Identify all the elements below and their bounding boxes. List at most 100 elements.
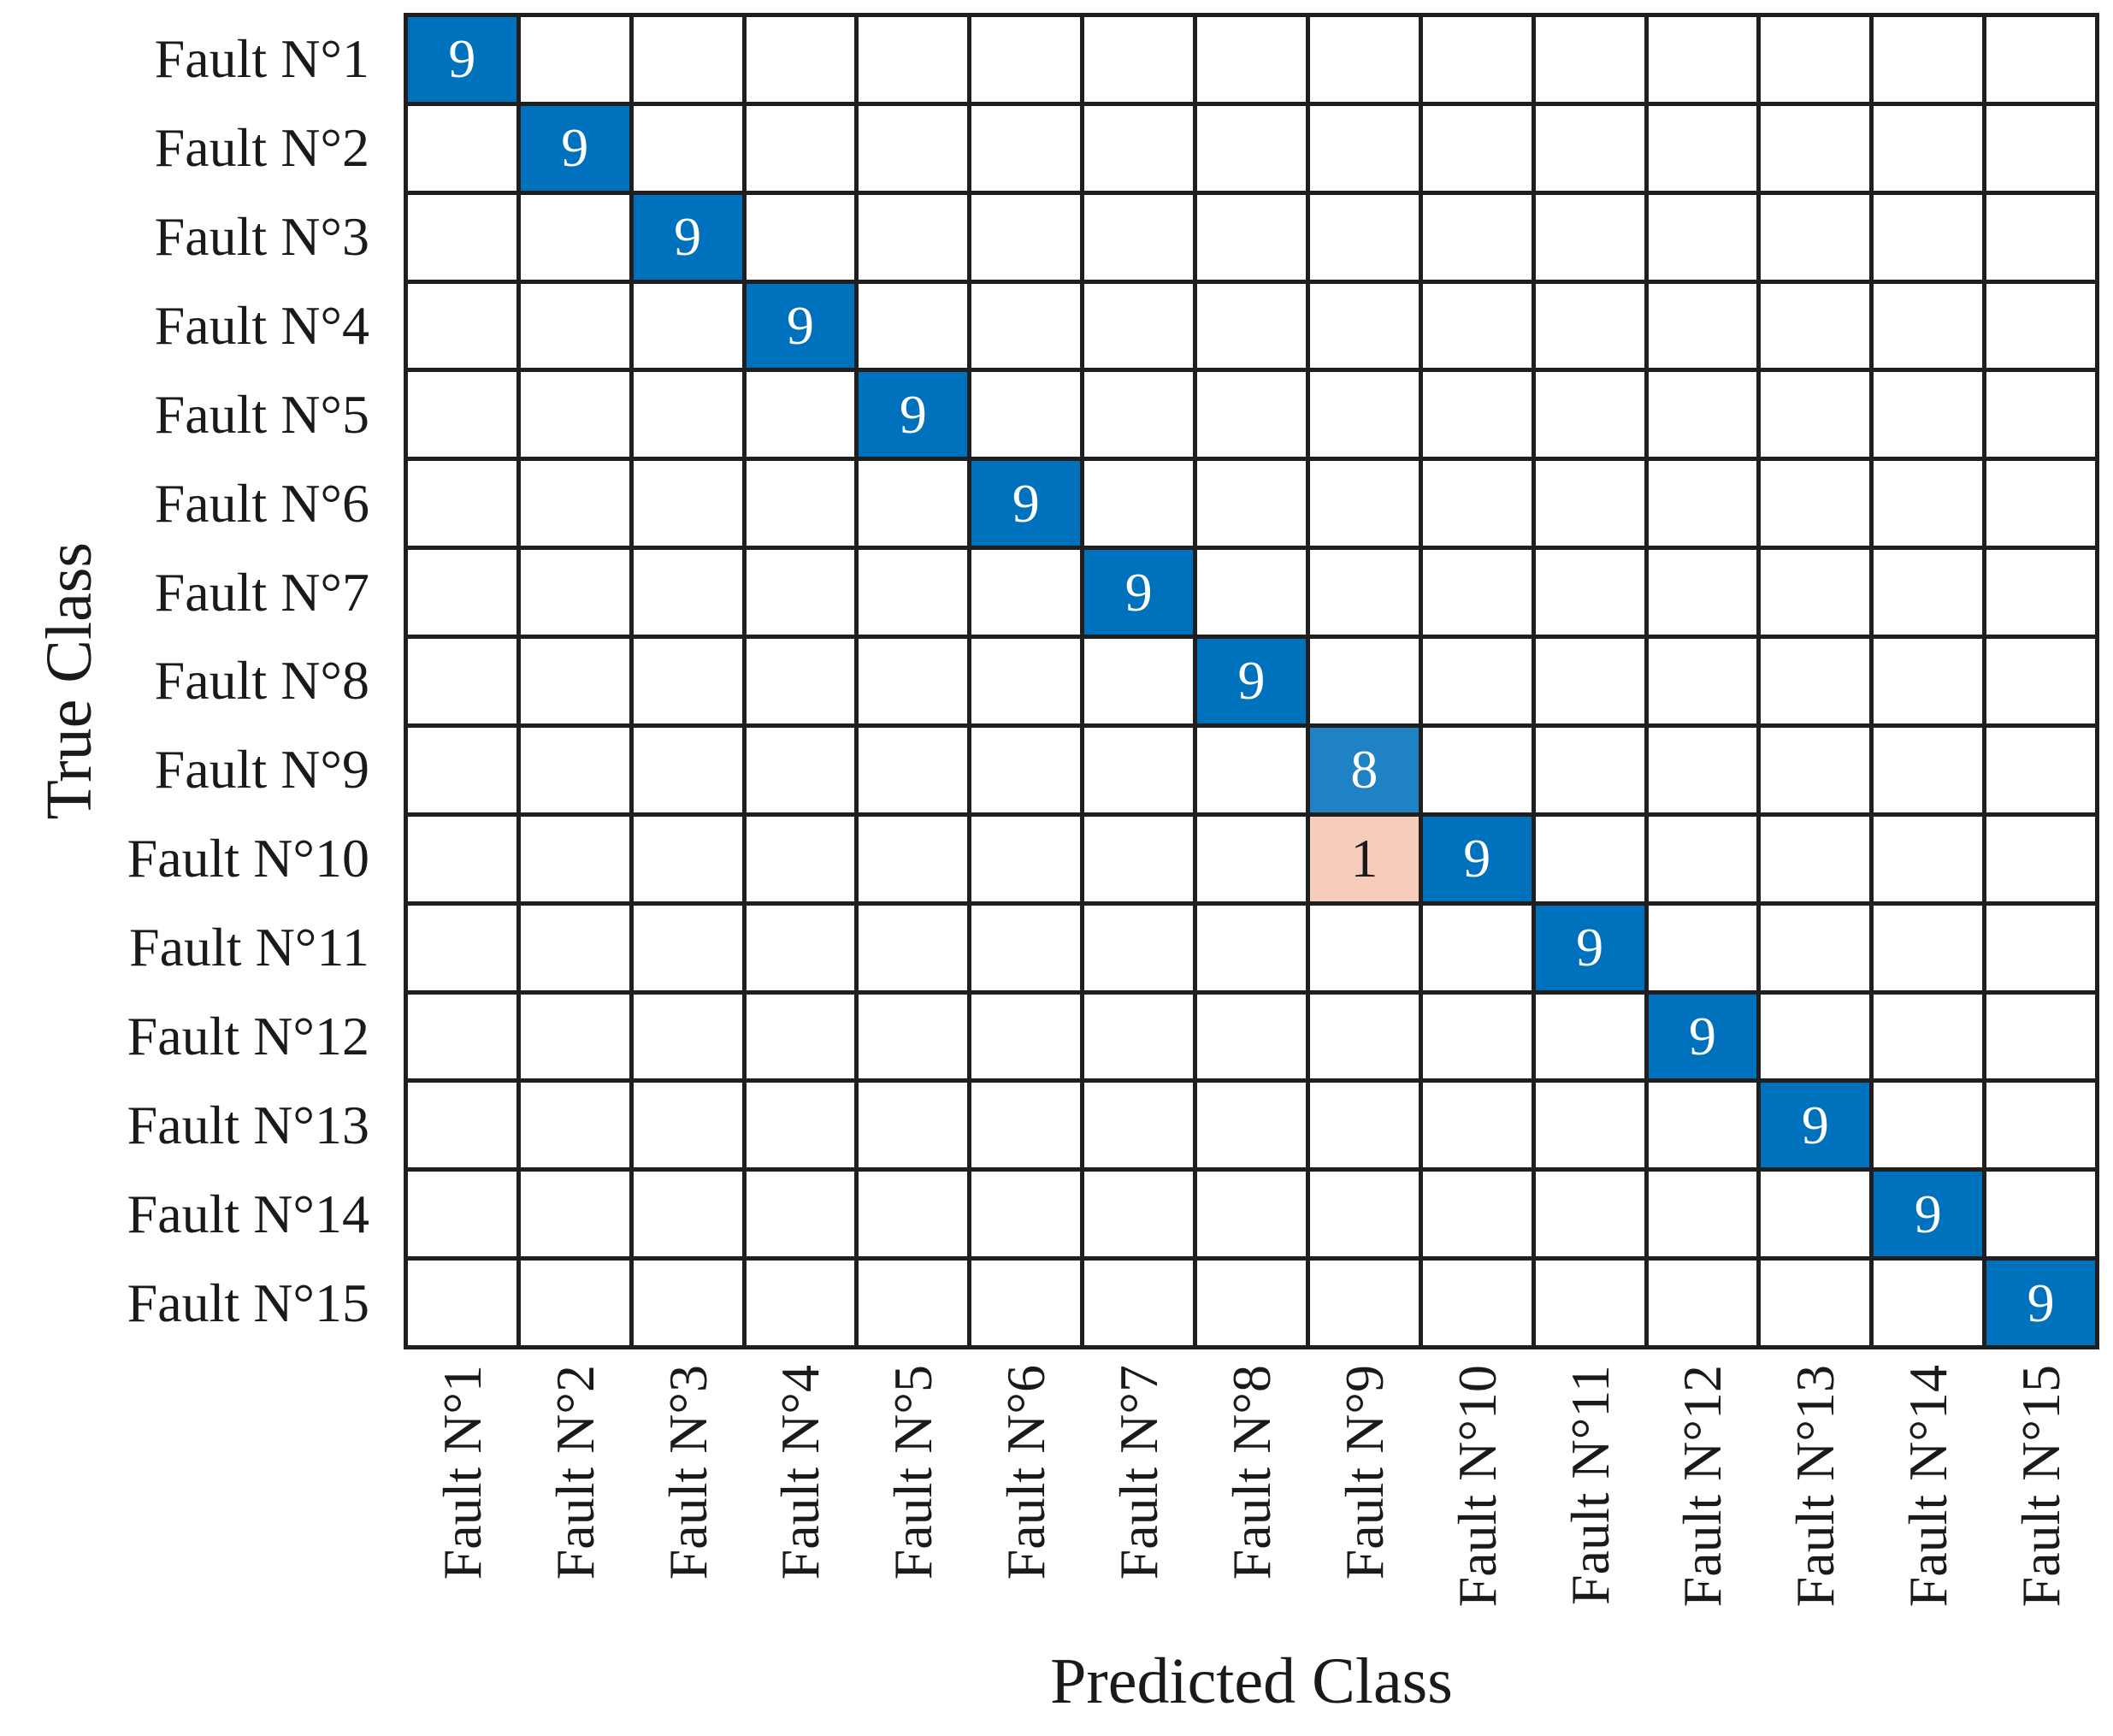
matrix-cell-r7-c15	[1986, 550, 2095, 635]
matrix-cell-r6-c9	[1309, 461, 1419, 546]
matrix-cell-r14-c8	[1197, 1172, 1306, 1257]
matrix-cell-r1-c10	[1422, 17, 1532, 102]
matrix-cell-r1-c3	[633, 17, 742, 102]
matrix-cell-r10-c3	[633, 816, 742, 901]
matrix-cell-r1-c2	[520, 17, 629, 102]
matrix-cell-r5-c11	[1535, 372, 1644, 458]
matrix-cell-r1-c13	[1761, 17, 1870, 102]
matrix-cell-r3-c4	[746, 194, 855, 280]
matrix-cell-r13-c5	[859, 1083, 968, 1168]
matrix-cell-r2-c5	[859, 105, 968, 191]
matrix-cell-r15-c1	[408, 1261, 516, 1345]
matrix-cell-r7-c5	[859, 550, 968, 635]
matrix-cell-r11-c8	[1197, 905, 1306, 990]
matrix-cell-r4-c9	[1309, 283, 1419, 369]
matrix-cell-r4-c8	[1197, 283, 1306, 369]
x-tick-label-text-9: Fault N°9	[1333, 1365, 1395, 1580]
matrix-cell-r5-c13	[1761, 372, 1870, 458]
matrix-cell-r12-c12: 9	[1648, 994, 1757, 1079]
matrix-cell-r7-c9	[1309, 550, 1419, 635]
matrix-cell-r7-c4	[746, 550, 855, 635]
matrix-cell-r10-c15	[1986, 816, 2095, 901]
matrix-cell-r9-c9: 8	[1309, 727, 1419, 812]
matrix-cell-r11-c2	[520, 905, 629, 990]
matrix-cell-r7-c7: 9	[1084, 550, 1194, 635]
matrix-cell-r10-c10: 9	[1422, 816, 1532, 901]
matrix-cell-r9-c11	[1535, 727, 1644, 812]
matrix-cell-r10-c2	[520, 816, 629, 901]
matrix-cell-r5-c2	[520, 372, 629, 458]
matrix-cell-r1-c12	[1648, 17, 1757, 102]
x-tick-label-text-14: Fault N°14	[1898, 1365, 1959, 1608]
x-tick-label-text-8: Fault N°8	[1220, 1365, 1282, 1580]
x-tick-label-text-7: Fault N°7	[1108, 1365, 1170, 1580]
matrix-cell-r4-c12	[1648, 283, 1757, 369]
matrix-cell-r2-c11	[1535, 105, 1644, 191]
matrix-cell-r11-c4	[746, 905, 855, 990]
matrix-cell-r14-c4	[746, 1172, 855, 1257]
matrix-cell-r7-c11	[1535, 550, 1644, 635]
matrix-cell-r5-c12	[1648, 372, 1757, 458]
x-tick-label-text-13: Fault N°13	[1785, 1365, 1846, 1608]
y-tick-label-14: Fault N°14	[127, 1183, 369, 1244]
matrix-cell-r3-c14	[1874, 194, 1983, 280]
matrix-cell-r11-c5	[859, 905, 968, 990]
matrix-cell-r10-c7	[1084, 816, 1194, 901]
matrix-cell-r2-c3	[633, 105, 742, 191]
matrix-cell-r4-c15	[1986, 283, 2095, 369]
matrix-cell-r14-c1	[408, 1172, 516, 1257]
matrix-cell-r6-c1	[408, 461, 516, 546]
matrix-cell-r12-c1	[408, 994, 516, 1079]
matrix-cell-r8-c3	[633, 639, 742, 723]
matrix-cell-r1-c1: 9	[408, 17, 516, 102]
matrix-cell-r9-c15	[1986, 727, 2095, 812]
x-tick-label-text-10: Fault N°10	[1446, 1365, 1508, 1608]
matrix-cell-r6-c3	[633, 461, 742, 546]
matrix-cell-r3-c15	[1986, 194, 2095, 280]
matrix-cell-r8-c14	[1874, 639, 1983, 723]
matrix-cell-r3-c6	[971, 194, 1081, 280]
matrix-cell-r10-c14	[1874, 816, 1983, 901]
matrix-cell-r3-c8	[1197, 194, 1306, 280]
matrix-cell-r1-c9	[1309, 17, 1419, 102]
matrix-cell-r12-c5	[859, 994, 968, 1079]
matrix-cell-r8-c6	[971, 639, 1081, 723]
matrix-cell-r10-c4	[746, 816, 855, 901]
matrix-cell-r6-c12	[1648, 461, 1757, 546]
matrix-cell-r12-c9	[1309, 994, 1419, 1079]
matrix-cell-r9-c14	[1874, 727, 1983, 812]
matrix-cell-r3-c13	[1761, 194, 1870, 280]
matrix-cell-r9-c8	[1197, 727, 1306, 812]
matrix-cell-r9-c10	[1422, 727, 1532, 812]
matrix-cell-r13-c4	[746, 1083, 855, 1168]
matrix-cell-r7-c14	[1874, 550, 1983, 635]
matrix-cell-r8-c13	[1761, 639, 1870, 723]
matrix-cell-r4-c3	[633, 283, 742, 369]
matrix-cell-r2-c8	[1197, 105, 1306, 191]
matrix-cell-r7-c6	[971, 550, 1081, 635]
x-tick-label-text-3: Fault N°3	[657, 1365, 718, 1580]
matrix-cell-r11-c13	[1761, 905, 1870, 990]
matrix-cell-r9-c3	[633, 727, 742, 812]
matrix-cell-r15-c13	[1761, 1261, 1870, 1345]
matrix-cell-r13-c11	[1535, 1083, 1644, 1168]
matrix-cell-r15-c3	[633, 1261, 742, 1345]
matrix-cell-r14-c15	[1986, 1172, 2095, 1257]
y-tick-label-7: Fault N°7	[154, 561, 369, 623]
x-axis-title: Predicted Class	[1050, 1645, 1453, 1717]
matrix-cell-r4-c11	[1535, 283, 1644, 369]
matrix-cell-r6-c4	[746, 461, 855, 546]
matrix-cell-r1-c8	[1197, 17, 1306, 102]
y-tick-label-10: Fault N°10	[127, 828, 369, 889]
matrix-cell-r10-c9: 1	[1309, 816, 1419, 901]
matrix-cell-r3-c5	[859, 194, 968, 280]
matrix-cell-r2-c12	[1648, 105, 1757, 191]
matrix-cell-r13-c13: 9	[1761, 1083, 1870, 1168]
matrix-cell-r9-c4	[746, 727, 855, 812]
matrix-cell-r5-c8	[1197, 372, 1306, 458]
matrix-cell-r8-c7	[1084, 639, 1194, 723]
matrix-cell-r13-c1	[408, 1083, 516, 1168]
matrix-cell-r1-c4	[746, 17, 855, 102]
matrix-cell-r4-c6	[971, 283, 1081, 369]
